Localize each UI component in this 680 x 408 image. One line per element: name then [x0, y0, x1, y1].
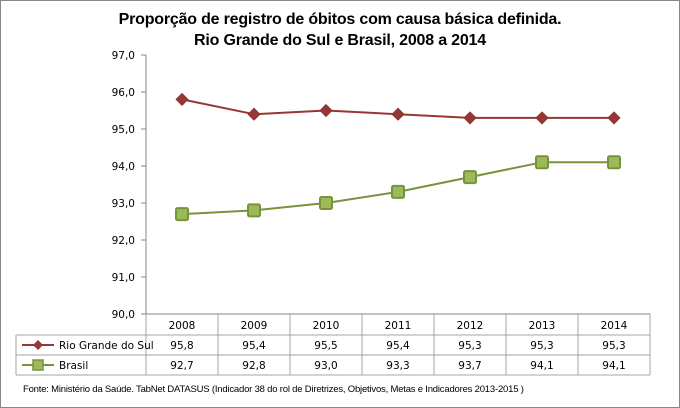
chart-title: Proporção de registro de óbitos com caus…	[0, 9, 680, 51]
y-tick-label: 93,0	[112, 198, 135, 210]
y-tick-label: 96,0	[112, 87, 135, 99]
x-tick-label: 2014	[601, 320, 628, 332]
x-tick-label: 2011	[385, 320, 412, 332]
y-tick-label: 97,0	[112, 50, 135, 62]
table-value: 95,4	[242, 340, 266, 352]
source-note: Fonte: Ministério da Saúde. TabNet DATAS…	[23, 384, 524, 395]
y-tick-label: 91,0	[112, 272, 135, 284]
data-point-square	[247, 203, 261, 218]
x-tick-label: 2013	[529, 320, 556, 332]
legend-label: Brasil	[59, 360, 88, 372]
table-value: 93,7	[458, 360, 481, 372]
y-tick-label: 90,0	[112, 309, 135, 321]
data-point-diamond	[319, 103, 333, 118]
table-value: 95,3	[602, 340, 625, 352]
table-value: 95,5	[314, 340, 337, 352]
table-value: 95,8	[170, 340, 193, 352]
table-value: 92,7	[170, 360, 193, 372]
legend-key-square	[32, 359, 44, 371]
x-tick-label: 2010	[313, 320, 340, 332]
table-value: 95,3	[458, 340, 481, 352]
y-tick-label: 95,0	[112, 124, 135, 136]
data-point-square	[535, 155, 549, 170]
table-value: 94,1	[602, 360, 625, 372]
data-point-square	[391, 184, 405, 199]
data-point-square	[319, 196, 333, 210]
table-value: 94,1	[530, 360, 553, 372]
table-value: 92,8	[242, 360, 265, 372]
chart-title-line2: Rio Grande do Sul e Brasil, 2008 a 2014	[194, 32, 486, 49]
chart-title-line1: Proporção de registro de óbitos com caus…	[118, 11, 562, 28]
data-point-diamond	[463, 111, 477, 125]
data-point-diamond	[391, 107, 405, 121]
x-tick-label: 2009	[241, 320, 268, 332]
table-value: 93,0	[314, 360, 337, 372]
legend-label: Rio Grande do Sul	[59, 340, 154, 352]
x-tick-label: 2012	[457, 320, 484, 332]
data-point-square	[607, 155, 621, 170]
data-point-square	[175, 207, 189, 222]
data-point-diamond	[247, 107, 261, 121]
y-tick-label: 94,0	[112, 161, 135, 173]
data-point-square	[463, 170, 477, 185]
table-value: 95,3	[530, 340, 553, 352]
table-value: 95,4	[386, 340, 410, 352]
x-tick-label: 2008	[169, 320, 196, 332]
data-point-diamond	[535, 111, 549, 125]
legend-key-diamond	[33, 340, 43, 350]
data-point-diamond	[175, 92, 189, 106]
y-tick-label: 92,0	[112, 235, 135, 247]
table-value: 93,3	[386, 360, 409, 372]
data-point-diamond	[607, 111, 621, 125]
